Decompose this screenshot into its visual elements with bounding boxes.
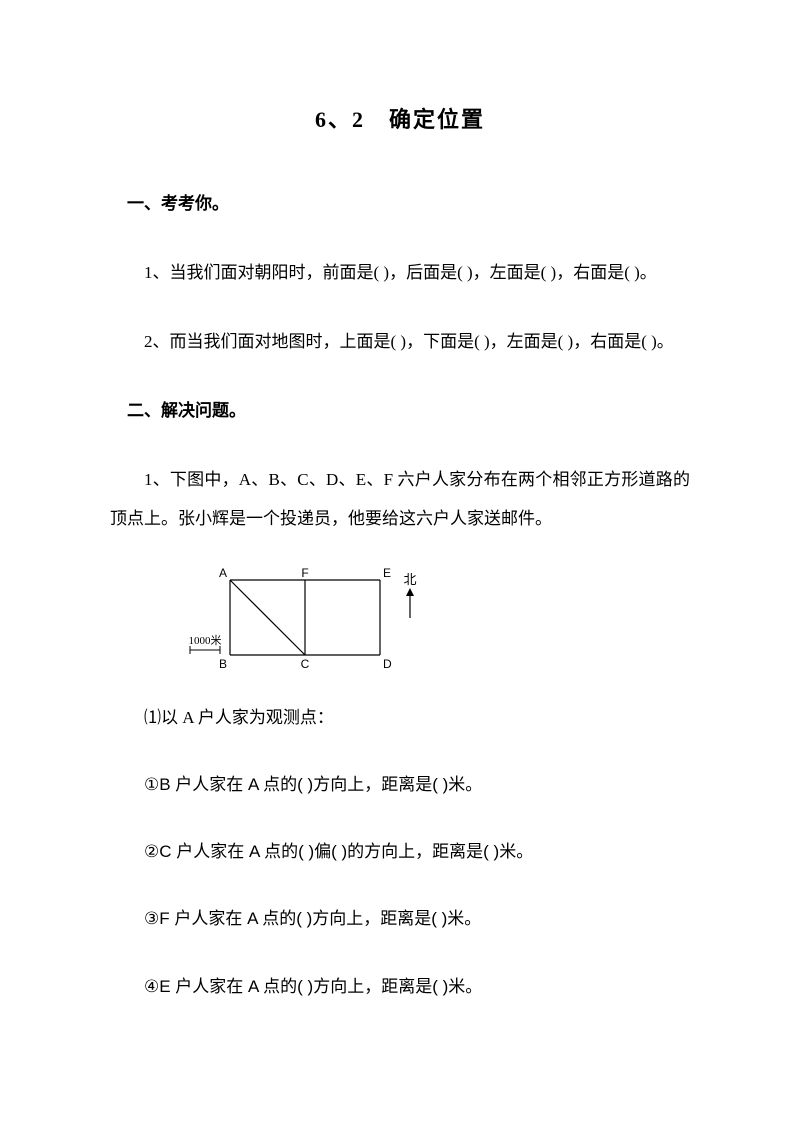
svg-text:A: A <box>219 568 227 580</box>
svg-text:F: F <box>301 568 308 580</box>
circle-3: ③F 户人家在 A 点的( )方向上，距离是( )米。 <box>144 909 481 928</box>
sub-q2: ②C 户人家在 A 点的( )偏( )的方向上，距离是( )米。 <box>110 832 690 871</box>
circle-4: ④E 户人家在 A 点的( )方向上，距离是( )米。 <box>144 977 482 996</box>
section2-q1: 1、下图中，A、B、C、D、E、F 六户人家分布在两个相邻正方形道路的顶点上。张… <box>110 460 690 538</box>
svg-text:1000米: 1000米 <box>189 634 222 647</box>
geometric-diagram: A F E B C D 1000米 北 <box>185 568 690 673</box>
sub-q3: ③F 户人家在 A 点的( )方向上，距离是( )米。 <box>110 899 690 938</box>
svg-text:北: 北 <box>403 572 416 587</box>
section2-header: 二、解决问题。 <box>110 391 690 430</box>
section1-q2: 2、而当我们面对地图时，上面是( )，下面是( )，左面是( )，右面是( )。 <box>110 322 690 361</box>
svg-text:C: C <box>301 657 310 671</box>
svg-text:E: E <box>383 568 391 580</box>
section1-q1: 1、当我们面对朝阳时，前面是( )，后面是( )，左面是( )，右面是( )。 <box>110 253 690 292</box>
section1-header: 一、考考你。 <box>110 184 690 223</box>
sub-q4: ④E 户人家在 A 点的( )方向上，距离是( )米。 <box>110 967 690 1006</box>
circle-2: ②C 户人家在 A 点的( )偏( )的方向上，距离是( )米。 <box>144 842 533 861</box>
svg-text:D: D <box>383 657 392 671</box>
svg-text:B: B <box>219 657 227 671</box>
page-title: 6、2 确定位置 <box>110 95 690 146</box>
sub-q1: ①B 户人家在 A 点的( )方向上，距离是( )米。 <box>110 765 690 804</box>
circle-1: ①B 户人家在 A 点的( )方向上，距离是( )米。 <box>144 775 482 794</box>
sub-intro: ⑴以 A 户人家为观测点： <box>110 698 690 737</box>
